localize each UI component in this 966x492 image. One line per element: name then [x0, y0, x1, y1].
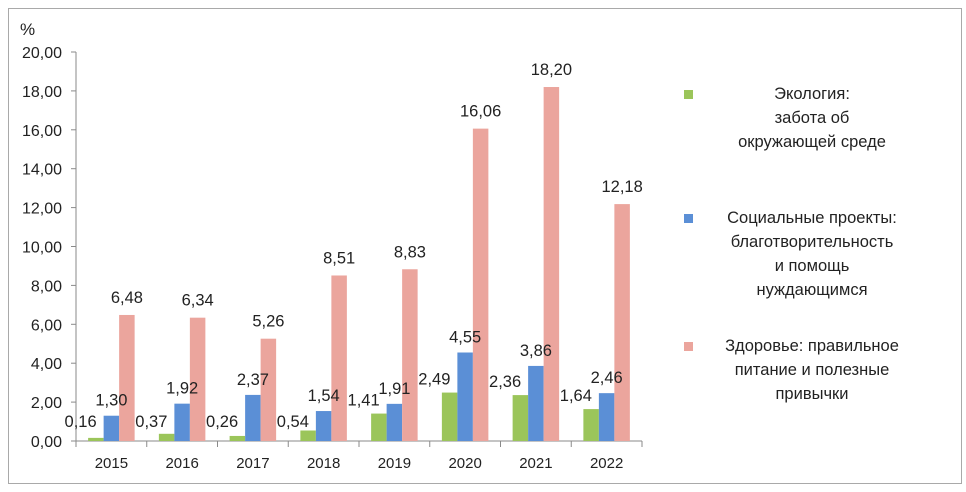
data-label: 2,49 [418, 371, 450, 389]
bar [245, 394, 261, 441]
data-label: 6,34 [182, 292, 214, 310]
bar [260, 338, 277, 441]
bar [543, 87, 560, 441]
bar [158, 433, 175, 441]
data-label: 0,54 [277, 413, 309, 431]
y-tick-label: 4,00 [31, 356, 62, 373]
data-label: 1,54 [308, 387, 340, 405]
data-label: 8,51 [323, 249, 355, 267]
legend-item-ecology: Экология: забота об окружающей среде [682, 82, 942, 154]
data-label: 2,46 [591, 369, 623, 387]
legend-swatch [684, 90, 693, 99]
x-tick-label: 2017 [236, 455, 269, 472]
bar [472, 128, 489, 441]
x-tick-label: 2016 [165, 455, 198, 472]
bar [315, 411, 332, 441]
legend-line: благотворительность [730, 233, 894, 251]
y-tick-label: 10,00 [22, 240, 62, 257]
y-tick-label: 2,00 [31, 395, 62, 412]
bar [189, 317, 206, 441]
data-label: 0,26 [206, 413, 238, 431]
bar [598, 393, 615, 441]
bar [229, 435, 246, 441]
y-tick-label: 20,00 [22, 45, 62, 62]
y-tick-label: 16,00 [22, 123, 62, 140]
legend-line: и помощь [774, 257, 850, 275]
bar [402, 269, 418, 441]
data-label: 16,06 [460, 103, 501, 121]
bar [441, 392, 458, 441]
bar [331, 275, 347, 441]
bar [371, 413, 387, 441]
y-tick-label: 12,00 [22, 201, 62, 218]
data-label: 0,37 [135, 413, 167, 431]
data-label: 8,83 [394, 243, 426, 261]
legend-line: Экология: [774, 85, 850, 103]
x-tick-label: 2018 [307, 455, 340, 472]
bar [386, 403, 403, 441]
data-label: 1,91 [378, 380, 410, 398]
legend-line: окружающей среде [738, 133, 886, 151]
bar [528, 365, 544, 441]
bar [583, 409, 599, 441]
x-tick-label: 2015 [95, 455, 128, 472]
data-label: 1,30 [95, 392, 127, 410]
x-tick-label: 2021 [519, 455, 552, 472]
data-label: 4,55 [449, 329, 481, 347]
legend-item-health: Здоровье: правильное питание и полезные … [682, 334, 942, 406]
y-tick-label: 0,00 [31, 434, 62, 451]
x-tick-label: 2020 [448, 455, 481, 472]
legend-line: Здоровье: правильное [725, 337, 899, 355]
x-tick-label: 2022 [590, 455, 623, 472]
legend-line: забота об [774, 109, 850, 127]
legend-swatch [684, 214, 693, 223]
legend-item-social: Социальные проекты: благотворительность … [682, 206, 942, 302]
bar [174, 403, 190, 441]
bar [103, 415, 120, 441]
data-label: 18,20 [531, 61, 572, 79]
legend-line: питание и полезные [734, 361, 890, 379]
bar [457, 352, 473, 441]
legend-line: Социальные проекты: [727, 209, 897, 227]
legend-line: нуждающимся [756, 281, 868, 299]
legend-swatch [684, 342, 693, 351]
bar [512, 395, 529, 441]
data-label: 1,64 [560, 387, 592, 405]
bar [300, 430, 316, 441]
data-label: 5,26 [252, 313, 284, 331]
legend-line: привычки [775, 385, 849, 403]
y-tick-label: 6,00 [31, 317, 62, 334]
data-label: 0,16 [65, 413, 97, 431]
x-tick-label: 2019 [378, 455, 411, 472]
bar [119, 314, 135, 441]
data-label: 2,37 [237, 371, 269, 389]
data-label: 6,48 [111, 289, 143, 307]
data-label: 12,18 [601, 178, 642, 196]
bar [88, 437, 104, 441]
data-label: 2,36 [489, 373, 521, 391]
bar [614, 204, 630, 441]
y-tick-label: 14,00 [22, 162, 62, 179]
y-tick-label: 8,00 [31, 278, 62, 295]
data-label: 1,92 [166, 380, 198, 398]
y-axis-label: % [20, 20, 35, 39]
data-label: 1,41 [348, 392, 380, 410]
data-label: 3,86 [520, 342, 552, 360]
y-tick-label: 18,00 [22, 84, 62, 101]
